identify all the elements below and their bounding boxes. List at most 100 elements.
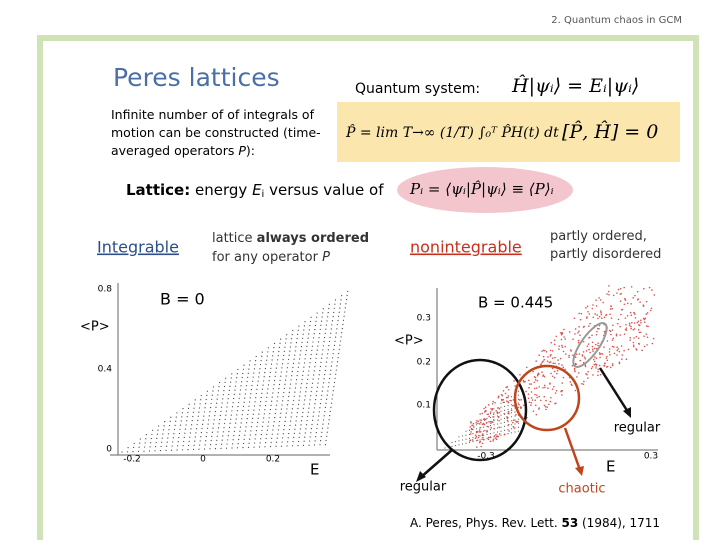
dot: [304, 399, 306, 401]
dot: [272, 355, 274, 357]
dot: [258, 413, 260, 415]
dot: [487, 438, 490, 441]
dot: [219, 419, 221, 421]
dot: [257, 380, 259, 382]
dot: [267, 425, 269, 427]
dot: [558, 345, 560, 347]
dot: [236, 373, 238, 375]
dot: [564, 338, 567, 340]
dot: [616, 322, 619, 325]
dot: [312, 415, 314, 417]
dot: [242, 372, 244, 375]
dot: [333, 348, 335, 351]
dot: [635, 349, 638, 351]
dot: [633, 322, 636, 324]
dot: [618, 361, 621, 364]
dot: [500, 398, 503, 401]
dot: [324, 444, 327, 446]
dot: [541, 371, 543, 373]
dot: [273, 342, 276, 345]
dot: [584, 365, 587, 368]
dot: [155, 441, 157, 444]
dot: [269, 375, 271, 378]
dot: [227, 435, 229, 437]
dot: [333, 386, 335, 388]
dot: [245, 389, 247, 391]
dot: [208, 415, 210, 417]
dot: [310, 390, 312, 393]
dot: [242, 447, 244, 449]
dot: [595, 367, 597, 369]
dot: [275, 408, 277, 410]
dot: [196, 423, 198, 426]
dot: [253, 368, 255, 370]
dot: [308, 407, 310, 409]
dot: [328, 419, 330, 421]
arrowhead: [623, 407, 631, 418]
dot: [479, 419, 481, 421]
dot: [315, 431, 317, 434]
dot: [308, 333, 310, 335]
dot: [301, 420, 303, 422]
dot: [517, 402, 520, 404]
dot: [293, 399, 295, 402]
dot: [314, 324, 316, 327]
dot: [242, 368, 244, 370]
dot: [500, 410, 502, 412]
dot: [219, 414, 221, 417]
dot: [556, 372, 558, 375]
dot: [639, 301, 641, 303]
dot: [574, 328, 577, 330]
dot: [215, 443, 217, 446]
plot-title: B = 0.445: [478, 294, 553, 312]
dot: [651, 289, 653, 291]
dot: [501, 394, 504, 397]
dot: [340, 336, 342, 338]
dot: [479, 426, 482, 429]
dot: [603, 365, 606, 367]
dot: [579, 334, 581, 336]
dot: [574, 363, 577, 366]
dot: [474, 437, 477, 440]
dot: [477, 434, 480, 437]
dot: [534, 387, 536, 390]
dot: [592, 348, 594, 351]
dot: [513, 380, 515, 382]
dot: [325, 365, 327, 367]
dot: [487, 413, 489, 415]
dot: [282, 437, 284, 439]
dot: [454, 445, 457, 447]
dot: [500, 430, 502, 432]
dot: [468, 437, 471, 439]
dot: [329, 336, 331, 338]
dot: [295, 420, 297, 422]
dot: [327, 390, 329, 392]
dot: [606, 340, 609, 342]
dot: [512, 425, 515, 428]
dot: [599, 353, 601, 356]
dot: [549, 355, 552, 357]
dot: [644, 321, 646, 323]
dot: [322, 349, 324, 351]
dot: [285, 338, 287, 340]
dot: [258, 446, 261, 448]
dot: [286, 371, 288, 373]
dot: [185, 424, 187, 426]
dot: [269, 408, 271, 411]
paragraph: Infinite number of of integrals of motio…: [111, 106, 331, 160]
dot: [530, 391, 533, 393]
dot: [263, 380, 265, 382]
dot: [286, 367, 288, 369]
dot: [645, 300, 648, 303]
dot: [315, 320, 317, 322]
dot: [338, 348, 340, 350]
dot: [543, 358, 546, 361]
dot: [585, 350, 588, 352]
dot: [339, 307, 341, 309]
dot: [542, 355, 545, 358]
dot: [311, 349, 313, 351]
arrowhead: [575, 466, 584, 476]
dot: [503, 429, 506, 431]
arrowhead: [416, 471, 426, 482]
dot: [595, 305, 598, 307]
